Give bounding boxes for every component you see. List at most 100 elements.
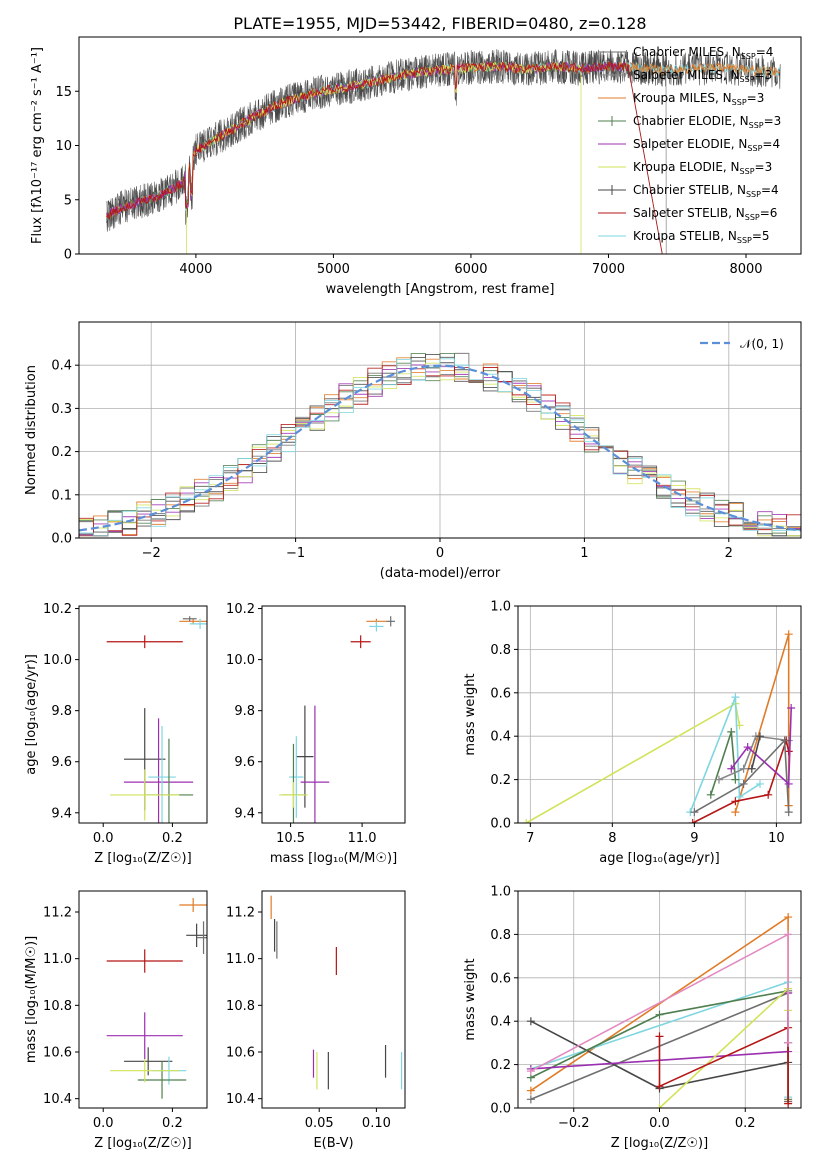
y-tick-label: 10.4: [43, 1092, 72, 1107]
legend-entry: Salpeter MILES, NSSP=3: [633, 68, 772, 84]
normal-reference-curve: [79, 364, 801, 532]
weight-point-marker: [764, 790, 773, 799]
y-tick-label: 15: [55, 85, 72, 100]
legend-entry: Chabrier STELIB, NSSP=4: [633, 183, 779, 199]
weight-point-marker: [784, 747, 793, 756]
age-vs-Z-plot: 0.0 0.2 9.4 9.6 9.8 10.0 10.2 Z [log₁₀(Z/Z☉)] ag…: [24, 602, 208, 866]
legend-entry: Salpeter STELIB, NSSP=6: [633, 206, 777, 222]
figure-title: PLATE=1955, MJD=53442, FIBERID=0480, z=0…: [233, 14, 646, 33]
x-tick-label: 0.0: [649, 1116, 670, 1131]
legend-entry: Chabrier MILES, NSSP=4: [633, 45, 773, 61]
weight-point-marker: [655, 1032, 664, 1041]
y-axis-label: mass weight: [463, 958, 478, 1040]
x-tick-label: −1: [286, 546, 305, 561]
x-axis-label: E(B-V): [313, 1136, 353, 1151]
x-tick-label: −2: [142, 546, 161, 561]
weight-point-marker: [755, 732, 764, 741]
y-tick-label: 9.8: [51, 704, 72, 719]
x-axis-label: age [log₁₀(age/yr)]: [599, 851, 720, 866]
weight-point-marker: [784, 808, 793, 817]
axes-frame: [261, 890, 406, 1109]
weight-point-marker: [526, 1086, 535, 1095]
y-tick-label: 0.2: [490, 773, 511, 788]
weight-point-marker: [690, 808, 699, 817]
spectrum-marks: [106, 49, 781, 254]
y-tick-label: 0.0: [490, 1102, 511, 1117]
weight-series-line: [730, 707, 792, 786]
x-axis-label: Z [log₁₀(Z/Z☉)]: [611, 1136, 708, 1151]
x-tick-label: 4000: [179, 262, 212, 277]
weight-point-marker: [727, 727, 736, 736]
weight-point-marker: [755, 779, 764, 788]
residuals-marks: [79, 352, 801, 537]
x-tick-label: 7000: [592, 262, 625, 277]
x-tick-label: 0.2: [162, 831, 183, 846]
x-tick-label: 0.0: [93, 1116, 114, 1131]
legend-entry: Salpeter ELODIE, NSSP=4: [633, 137, 780, 153]
weight-point-marker: [655, 1082, 664, 1091]
weight-point-marker: [706, 790, 715, 799]
weight-point-marker: [739, 764, 748, 773]
x-tick-label: 0.2: [162, 1116, 183, 1131]
weight-point-marker: [743, 743, 752, 752]
x-axis-label: wavelength [Angstrom, rest frame]: [326, 282, 555, 297]
weight-series-line: [718, 735, 789, 781]
weight-point-marker: [731, 808, 740, 817]
weight-point-marker: [735, 792, 744, 801]
y-axis-label: Flux [fλ10⁻¹⁷ erg cm⁻² s⁻¹ A⁻¹]: [30, 47, 45, 244]
weight-point-marker: [526, 1095, 535, 1104]
weight-point-marker: [688, 819, 697, 823]
x-tick-label: 5000: [317, 262, 350, 277]
weight-point-marker: [784, 779, 793, 788]
weight-point-marker: [526, 1017, 535, 1026]
x-tick-label: 11.0: [348, 831, 377, 846]
weight-point-marker: [731, 797, 740, 806]
weight-point-marker: [727, 764, 736, 773]
y-axis-label: Normed distribution: [24, 365, 39, 495]
x-tick-label: 10.5: [276, 831, 305, 846]
y-tick-label: 9.4: [234, 806, 255, 821]
weight-point-marker: [731, 693, 740, 702]
weight-point-marker: [784, 913, 793, 922]
y-tick-label: 1.0: [490, 600, 511, 615]
weight-vs-age-marks: [522, 630, 796, 823]
y-tick-label: 11.2: [43, 906, 72, 921]
weight-point-marker: [739, 779, 748, 788]
y-axis-label: age [log₁₀(age/yr)]: [24, 654, 39, 775]
y-tick-label: 10.2: [226, 602, 255, 617]
axes-frame: [78, 605, 208, 824]
weight-series-line: [658, 986, 789, 1108]
weight-series-line: [751, 736, 761, 769]
x-tick-label: 1: [580, 546, 588, 561]
axes-frame: [78, 890, 208, 1109]
weight-series-line: [692, 737, 790, 823]
weight-series-line: [710, 731, 737, 796]
y-tick-label: 0.8: [490, 928, 511, 943]
x-tick-label: 9: [690, 831, 698, 846]
weight-point-marker: [784, 1038, 793, 1047]
y-tick-label: 10.4: [226, 1092, 255, 1107]
residuals-plot: −2 −1 0 1 2 0.0 0.1 0.2 0.3 0.4 (data-model)/error…: [24, 321, 802, 581]
mass-vs-ebv-plot: 0.05 0.10 10.4 10.6 10.8 11.0 11.2 E(B-V): [226, 890, 406, 1151]
y-tick-label: 0.2: [490, 1058, 511, 1073]
weight-point-marker: [787, 703, 796, 712]
y-tick-label: 0.1: [51, 488, 72, 503]
y-tick-label: 10.6: [226, 1046, 255, 1061]
weight-point-marker: [655, 1104, 664, 1108]
y-tick-label: 10.0: [226, 653, 255, 668]
y-tick-label: 10.8: [43, 999, 72, 1014]
weight-series-line: [658, 1026, 789, 1104]
x-tick-label: 10: [768, 831, 785, 846]
x-tick-label: 0.05: [305, 1116, 334, 1131]
y-tick-label: 11.0: [43, 952, 72, 967]
y-tick-label: 0.0: [490, 817, 511, 832]
weight-series-line: [689, 696, 761, 813]
spectrum-series-line: [185, 61, 582, 254]
y-tick-label: 0.4: [51, 359, 72, 374]
y-tick-label: 0.3: [51, 402, 72, 417]
weight-point-marker: [784, 1099, 793, 1108]
y-tick-label: 9.6: [51, 755, 72, 770]
legend-entry: Kroupa STELIB, NSSP=5: [633, 229, 770, 245]
legend-entry: 𝒩(0, 1): [740, 337, 784, 351]
y-tick-label: 9.6: [234, 755, 255, 770]
